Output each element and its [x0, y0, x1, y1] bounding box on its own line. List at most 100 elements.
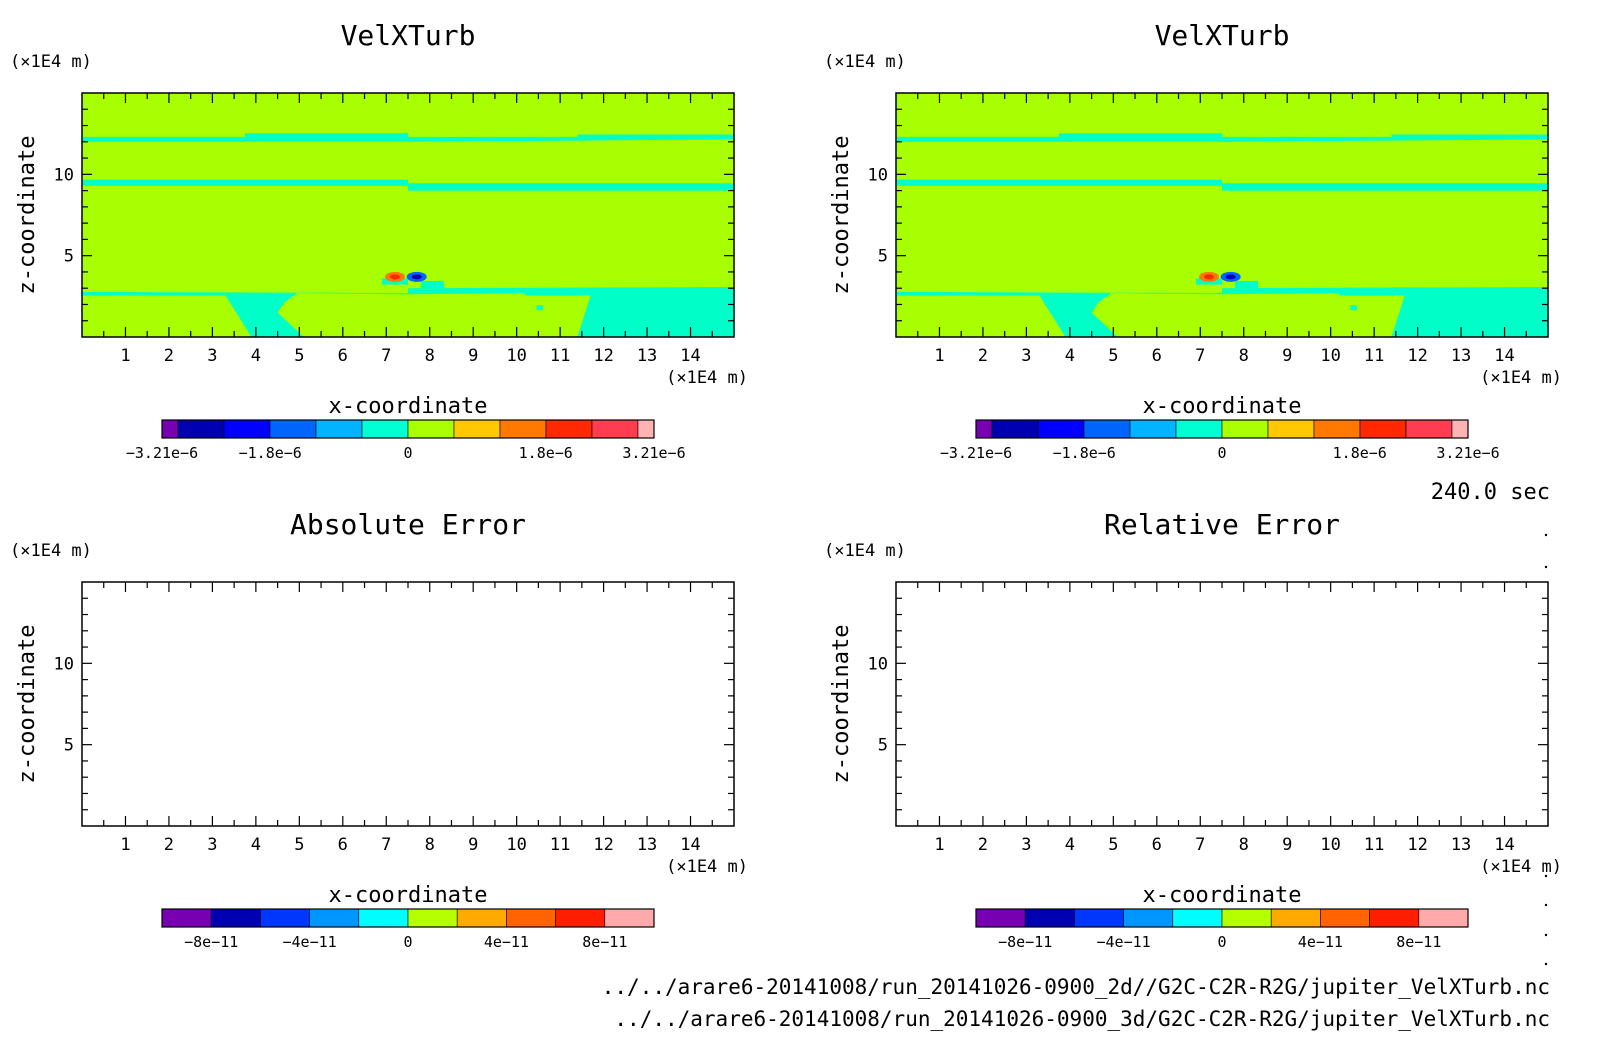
time-label: 240.0 sec [1431, 480, 1550, 505]
y-axis-label: z-coordinate [15, 136, 40, 295]
colorbar-swatch [1405, 419, 1453, 439]
y-unit-label: (×1E4 m) [10, 541, 92, 561]
colorbar-label: 8e−11 [582, 933, 627, 951]
plot-frame [81, 581, 735, 827]
colorbar-swatch [1024, 908, 1075, 928]
colorbar-label: −3.21e−6 [940, 444, 1012, 462]
colorbar-swatch [361, 419, 409, 439]
colorbar-label: −4e−11 [1097, 933, 1151, 951]
colorbar-swatch [1129, 419, 1177, 439]
file-path-3d: ../../arare6-20141008/run_20141026-0900_… [614, 1007, 1550, 1031]
colorbar-label: −8e−11 [998, 933, 1052, 951]
colorbar-label: −1.8e−6 [1053, 444, 1116, 462]
colorbar-swatch [210, 908, 261, 928]
colorbar-label: 0 [1217, 444, 1226, 462]
colorbar-label: 1.8e−6 [1333, 444, 1387, 462]
colorbar-label: 1.8e−6 [519, 444, 573, 462]
colorbar-label: −4e−11 [283, 933, 337, 951]
x-tick-label: 4 [251, 835, 261, 855]
x-tick-label: 11 [550, 835, 570, 855]
panel-velxturb-3d: VelXTurb(×1E4 m)1 2 3 4 5 6 7 8 9 10 11 12 13 14510(×… [824, 19, 1562, 462]
colorbar-swatch [604, 908, 655, 928]
x-unit-label: (×1E4 m) [666, 368, 748, 388]
x-tick-label: 12 [593, 835, 613, 855]
colorbar-swatch [358, 908, 409, 928]
x-tick-label: 4 [251, 346, 261, 366]
chart-title: VelXTurb [341, 19, 476, 52]
colorbar-swatch [975, 908, 1026, 928]
x-tick-label: 6 [338, 835, 348, 855]
x-tick-label: 7 [1195, 835, 1205, 855]
x-tick-label: 8 [425, 835, 435, 855]
y-axis-label: z-coordinate [15, 625, 40, 784]
x-tick-label: 13 [1451, 835, 1471, 855]
feature-negative-core [411, 274, 422, 280]
colorbar-swatch [1083, 419, 1131, 439]
x-tick-label: 6 [1152, 346, 1162, 366]
y-tick-label: 5 [878, 736, 888, 756]
panel-absolute-error: Absolute Error(×1E4 m)1 2 3 4 5 6 7 8 9 10 11 12 13 1… [10, 508, 748, 951]
x-tick-label: 1 [120, 835, 130, 855]
x-tick-label: 8 [425, 346, 435, 366]
colorbar-swatch [177, 419, 225, 439]
colorbar-frame [161, 908, 655, 928]
feature-positive-core [1203, 274, 1214, 280]
contour-band-lower [82, 287, 734, 337]
y-tick-label: 10 [868, 654, 888, 674]
colorbar-swatch [223, 419, 271, 439]
colorbar-label: 0 [1217, 933, 1226, 951]
contour-blob [1235, 280, 1258, 289]
colorbar-swatch [453, 419, 501, 439]
y-axis-label: z-coordinate [829, 625, 854, 784]
x-tick-label: 14 [1494, 346, 1514, 366]
x-tick-label: 7 [381, 346, 391, 366]
x-tick-label: 14 [680, 835, 700, 855]
colorbar-swatch [407, 419, 455, 439]
colorbar-swatch [309, 908, 360, 928]
x-tick-label: 5 [1108, 346, 1118, 366]
colorbar-swatch [161, 908, 212, 928]
chart-title: Relative Error [1104, 508, 1340, 541]
colorbar-frame [975, 419, 1469, 439]
contour-band-middle [82, 179, 734, 191]
x-tick-label: 1 [120, 346, 130, 366]
contour-blob [536, 305, 543, 311]
x-axis-label: x-coordinate [329, 394, 488, 419]
y-unit-label: (×1E4 m) [10, 52, 92, 72]
x-tick-label: 3 [1021, 346, 1031, 366]
feature-negative-core [1225, 274, 1236, 280]
colorbar-swatch [545, 419, 593, 439]
file-path-2d: ../../arare6-20141008/run_20141026-0900_… [602, 975, 1550, 999]
plot-frame [895, 581, 1549, 827]
colorbar-swatch [506, 908, 556, 928]
colorbar-swatch [1359, 419, 1407, 439]
y-tick-label: 5 [64, 247, 74, 267]
x-tick-label: 8 [1239, 835, 1249, 855]
y-axis-label: z-coordinate [829, 136, 854, 295]
x-tick-label: 11 [550, 346, 570, 366]
colorbar-swatch [1074, 908, 1124, 928]
colorbar-swatch [991, 419, 1039, 439]
x-tick-label: 9 [1282, 346, 1292, 366]
y-tick-label: 10 [868, 165, 888, 185]
x-tick-label: 2 [164, 835, 174, 855]
x-tick-label: 13 [637, 346, 657, 366]
colorbar-swatch [1175, 419, 1223, 439]
y-tick-label: 10 [54, 654, 74, 674]
panel-relative-error: Relative Error(×1E4 m)1 2 3 4 5 6 7 8 9 10 11 12 13 1… [824, 508, 1562, 951]
x-tick-label: 9 [468, 835, 478, 855]
colorbar-swatch [1313, 419, 1361, 439]
x-unit-label: (×1E4 m) [1480, 857, 1562, 877]
x-tick-label: 13 [637, 835, 657, 855]
x-tick-label: 6 [338, 346, 348, 366]
colorbar-swatch [1320, 908, 1370, 928]
x-tick-label: 14 [680, 346, 700, 366]
x-tick-label: 13 [1451, 346, 1471, 366]
colorbar-label: 4e−11 [1298, 933, 1343, 951]
contour-blob [1350, 305, 1357, 311]
colorbar-swatch [1221, 419, 1269, 439]
x-tick-label: 14 [1494, 835, 1514, 855]
colorbar-swatch [161, 419, 179, 439]
colorbar-label: 3.21e−6 [622, 444, 685, 462]
